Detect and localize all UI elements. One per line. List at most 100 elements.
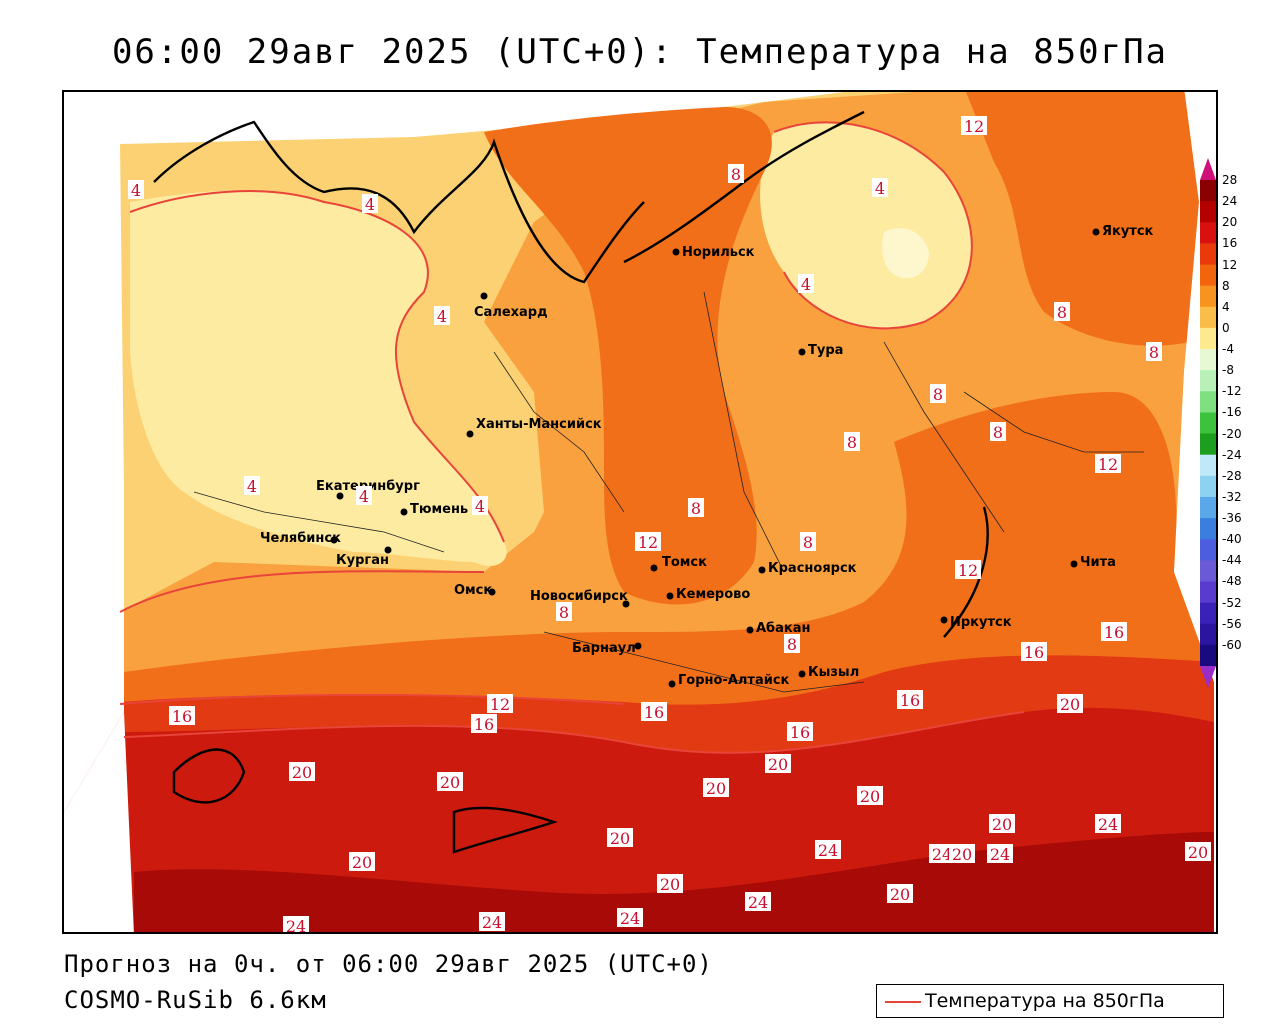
contour-label: 12 — [635, 532, 661, 552]
svg-text:Горно-Алтайск: Горно-Алтайск — [678, 673, 790, 688]
svg-text:Красноярск: Красноярск — [768, 561, 857, 576]
colorbar-segment — [1200, 454, 1216, 477]
contour-label: 12 — [487, 694, 513, 714]
colorbar-segment — [1200, 539, 1216, 561]
svg-text:Норильск: Норильск — [682, 245, 755, 260]
svg-text:12: 12 — [1098, 455, 1118, 474]
svg-text:8: 8 — [787, 635, 797, 654]
svg-text:24: 24 — [482, 913, 502, 932]
legend-line-swatch — [885, 1001, 921, 1003]
svg-text:4: 4 — [247, 477, 257, 496]
svg-text:24: 24 — [1098, 815, 1118, 834]
contour-label: 20 — [887, 884, 913, 904]
svg-text:20: 20 — [292, 763, 312, 782]
colorbar-tick-label: -36 — [1222, 511, 1242, 526]
contour-label: 20 — [857, 786, 883, 806]
map-title: 06:00 29авг 2025 (UTC+0): Температура на… — [111, 32, 1169, 72]
colorbar-tick-label: -20 — [1222, 426, 1242, 441]
city-chelyabinsk: Челябинск — [260, 531, 341, 546]
svg-text:20: 20 — [768, 755, 788, 774]
svg-text:20: 20 — [860, 787, 880, 806]
contour-label: 20 — [703, 778, 729, 798]
field-minus-0 — [882, 228, 929, 279]
contour-label: 8 — [784, 634, 800, 654]
contour-label: 4 — [362, 194, 378, 214]
svg-text:Тура: Тура — [808, 343, 843, 358]
city-khanty-mansiysk: Ханты-Мансийск — [466, 417, 602, 438]
svg-text:16: 16 — [474, 715, 494, 734]
svg-text:20: 20 — [1188, 843, 1208, 862]
svg-text:20: 20 — [890, 885, 910, 904]
svg-text:4: 4 — [801, 275, 811, 294]
svg-text:20: 20 — [706, 779, 726, 798]
contour-label: 20 — [289, 762, 315, 782]
svg-text:Кемерово: Кемерово — [676, 587, 750, 602]
colorbar-segment — [1200, 306, 1216, 329]
contour-label: 8 — [930, 384, 946, 404]
svg-text:Омск: Омск — [454, 583, 492, 598]
svg-text:8: 8 — [803, 533, 813, 552]
svg-text:8: 8 — [933, 385, 943, 404]
svg-text:Новосибирск: Новосибирск — [530, 589, 628, 604]
colorbar-segment — [1200, 243, 1216, 266]
legend: Температура на 850гПа — [876, 984, 1224, 1018]
colorbar-segment — [1200, 496, 1216, 519]
contour-label: 4 — [798, 274, 814, 294]
map-canvas: Норильск Якутск Салехард Тура Ханты-Манс… — [64, 92, 1216, 932]
contour-label: 20 — [657, 874, 683, 894]
svg-text:Кызыл: Кызыл — [808, 665, 859, 680]
contour-label: 20 — [989, 814, 1015, 834]
svg-text:24: 24 — [990, 845, 1010, 864]
city-tomsk: Томск — [650, 555, 707, 572]
colorbar-segment — [1200, 264, 1216, 287]
field-12-16-north — [484, 107, 772, 605]
svg-text:24: 24 — [748, 893, 768, 912]
field-12-16-east — [966, 92, 1199, 346]
svg-text:Абакан: Абакан — [756, 621, 811, 636]
contour-label: 24 — [283, 916, 309, 932]
svg-text:4: 4 — [365, 195, 375, 214]
city-yakutsk: Якутск — [1092, 224, 1154, 239]
svg-text:24: 24 — [932, 845, 952, 864]
colorbar-tick-label: -28 — [1222, 468, 1242, 483]
outside-domain-sw — [64, 712, 134, 932]
contour-label: 20 — [607, 828, 633, 848]
colorbar-tick-label: 0 — [1222, 320, 1230, 335]
contour-label: 24 — [1095, 814, 1121, 834]
city-krasnoyarsk: Красноярск — [758, 561, 857, 576]
svg-text:12: 12 — [638, 533, 658, 552]
contour-label: 4 — [356, 486, 372, 506]
contour-label: 8 — [844, 432, 860, 452]
svg-text:8: 8 — [691, 499, 701, 518]
colorbar-segment — [1200, 180, 1216, 202]
colorbar-top-arrow — [1200, 158, 1216, 180]
contour-label: 24 — [929, 844, 955, 864]
svg-text:20: 20 — [352, 853, 372, 872]
city-novosibirsk: Новосибирск — [530, 589, 630, 608]
svg-text:24: 24 — [818, 841, 838, 860]
colorbar-segment — [1200, 623, 1216, 646]
city-tyumen: Тюмень — [400, 502, 468, 517]
svg-text:20: 20 — [992, 815, 1012, 834]
svg-text:16: 16 — [1024, 643, 1044, 662]
colorbar-tick-label: 16 — [1222, 236, 1238, 251]
city-omsk: Омск — [454, 583, 496, 598]
contour-label: 16 — [471, 714, 497, 734]
contour-label: 20 — [765, 754, 791, 774]
svg-text:8: 8 — [847, 433, 857, 452]
svg-text:4: 4 — [875, 179, 885, 198]
colorbar-segment — [1200, 560, 1216, 582]
svg-text:8: 8 — [559, 603, 569, 622]
svg-text:Курган: Курган — [336, 553, 389, 568]
city-kemerovo: Кемерово — [666, 587, 750, 602]
city-barnaul: Барнаул — [572, 641, 642, 656]
svg-text:20: 20 — [610, 829, 630, 848]
svg-text:16: 16 — [790, 723, 810, 742]
city-chita: Чита — [1070, 555, 1116, 570]
contour-label: 8 — [688, 498, 704, 518]
svg-text:8: 8 — [993, 423, 1003, 442]
contour-label: 8 — [1054, 302, 1070, 322]
colorbar-tick-label: -60 — [1222, 637, 1242, 652]
city-irkutsk: Иркутск — [940, 615, 1012, 630]
svg-text:Барнаул: Барнаул — [572, 641, 636, 656]
